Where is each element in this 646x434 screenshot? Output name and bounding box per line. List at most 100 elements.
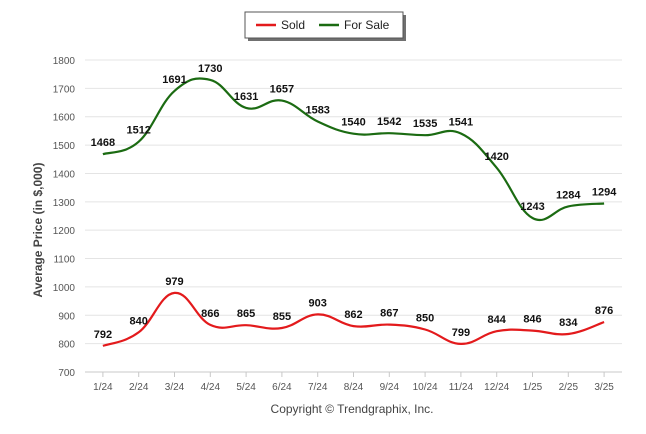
data-label-sold: 862: [344, 309, 362, 321]
data-point-for-sale: [351, 131, 356, 136]
data-point-sold: [387, 322, 392, 327]
data-label-sold: 867: [380, 308, 398, 320]
y-tick-label: 1100: [53, 255, 75, 266]
data-point-for-sale: [315, 119, 320, 124]
y-tick-label: 800: [58, 340, 75, 351]
x-tick-label: 10/24: [413, 382, 438, 393]
data-point-for-sale: [458, 131, 463, 136]
x-tick-label: 3/24: [165, 382, 185, 393]
series-lines: [100, 77, 607, 348]
x-tick-label: 6/24: [272, 382, 292, 393]
data-point-sold: [315, 312, 320, 317]
y-tick-label: 1500: [53, 141, 76, 152]
x-axis-ticks: 1/24 2/24 3/24 4/24 5/24 6/24 7/24 8/24 9/24 10/2…: [93, 372, 614, 393]
legend-sold-label: Sold: [281, 18, 305, 32]
data-point-sold: [530, 328, 535, 333]
copyright-credit: Copyright © Trendgraphix, Inc.: [271, 402, 434, 416]
x-tick-label: 9/24: [380, 382, 400, 393]
x-tick-label: 11/24: [449, 382, 474, 393]
data-point-for-sale: [208, 77, 213, 82]
x-tick-label: 4/24: [201, 382, 221, 393]
x-tick-label: 7/24: [308, 382, 328, 393]
data-label-for-sale: 1535: [413, 118, 437, 130]
y-axis-title: Average Price (in $,000): [31, 163, 45, 298]
data-label-sold: 850: [416, 312, 434, 324]
x-tick-label: 8/24: [344, 382, 364, 393]
data-label-sold: 979: [165, 276, 183, 288]
data-label-for-sale: 1657: [270, 84, 294, 96]
data-point-for-sale: [172, 88, 177, 93]
data-label-sold: 855: [273, 311, 291, 323]
data-point-for-sale: [566, 204, 571, 209]
data-labels: 792 840 979 866 865 855 903 862 867 850 799 844 846 8…: [91, 63, 618, 341]
y-axis-ticks: 700 800 900 1000 1100 1200 1300 1400 1500 1600 170…: [53, 56, 76, 379]
series-line-sold: [102, 291, 605, 347]
data-label-sold: 866: [201, 308, 219, 320]
data-point-for-sale: [602, 201, 607, 206]
x-tick-label: 2/25: [559, 382, 579, 393]
data-label-for-sale: 1631: [234, 91, 258, 103]
x-tick-label: 3/25: [594, 382, 614, 393]
data-label-for-sale: 1583: [305, 105, 329, 117]
data-label-for-sale: 1541: [449, 116, 473, 128]
data-point-sold: [494, 329, 499, 334]
data-point-for-sale: [244, 105, 249, 110]
data-label-sold: 840: [130, 315, 148, 327]
data-label-sold: 792: [94, 329, 112, 341]
legend: Sold For Sale: [244, 11, 406, 41]
y-tick-label: 1800: [53, 56, 76, 67]
data-label-for-sale: 1730: [198, 63, 222, 75]
data-label-for-sale: 1691: [162, 74, 186, 86]
data-point-sold: [458, 341, 463, 346]
data-label-for-sale: 1420: [484, 151, 508, 163]
data-label-for-sale: 1512: [126, 125, 150, 137]
data-point-sold: [136, 330, 141, 335]
data-point-sold: [172, 290, 177, 295]
data-point-sold: [423, 327, 428, 332]
data-label-for-sale: 1468: [91, 137, 115, 149]
x-tick-label: 1/25: [523, 382, 543, 393]
data-label-sold: 903: [309, 297, 327, 309]
series-line-for-sale: [102, 77, 605, 221]
data-label-sold: 846: [523, 314, 541, 326]
y-tick-label: 1700: [53, 84, 76, 95]
data-label-sold: 799: [452, 327, 470, 339]
data-point-for-sale: [530, 215, 535, 220]
x-tick-label: 1/24: [93, 382, 113, 393]
data-point-for-sale: [494, 165, 499, 170]
legend-forsale-label: For Sale: [344, 18, 390, 32]
data-label-sold: 844: [488, 314, 507, 326]
data-point-for-sale: [136, 139, 141, 144]
data-label-for-sale: 1284: [556, 189, 581, 201]
data-label-for-sale: 1542: [377, 116, 401, 128]
data-label-sold: 865: [237, 308, 255, 320]
y-tick-label: 1600: [53, 113, 76, 124]
data-point-sold: [244, 323, 249, 328]
data-point-for-sale: [279, 98, 284, 103]
data-point-sold: [602, 320, 607, 325]
data-label-for-sale: 1294: [592, 187, 617, 199]
data-point-for-sale: [423, 133, 428, 138]
data-label-for-sale: 1540: [341, 117, 365, 129]
y-tick-label: 900: [58, 311, 75, 322]
data-label-sold: 876: [595, 305, 613, 317]
y-tick-label: 1000: [53, 283, 76, 294]
data-point-sold: [100, 343, 105, 348]
data-point-for-sale: [387, 131, 392, 136]
data-label-sold: 834: [559, 317, 578, 329]
y-tick-label: 1300: [53, 198, 76, 209]
x-tick-label: 2/24: [129, 382, 149, 393]
x-tick-label: 12/24: [484, 382, 509, 393]
data-label-for-sale: 1243: [520, 201, 544, 213]
data-point-sold: [208, 322, 213, 327]
data-point-sold: [279, 326, 284, 331]
data-point-sold: [351, 324, 356, 329]
data-point-sold: [566, 331, 571, 336]
x-tick-label: 5/24: [236, 382, 256, 393]
data-point-for-sale: [100, 152, 105, 157]
y-tick-label: 700: [58, 368, 75, 379]
y-tick-label: 1200: [53, 226, 76, 237]
y-tick-label: 1400: [53, 169, 76, 180]
